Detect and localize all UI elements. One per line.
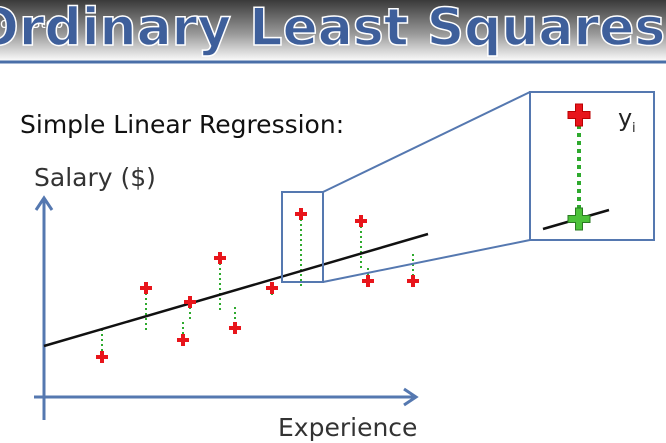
heading: Simple Linear Regression: <box>20 110 344 139</box>
header-band <box>0 0 666 62</box>
zoom-predicted <box>567 207 591 231</box>
axes <box>34 195 419 420</box>
breadcrumb: on - Step 2 <box>0 16 77 32</box>
regression-line <box>43 232 429 348</box>
data-points <box>96 208 419 363</box>
slide-title: Ordinary Least Squares <box>0 0 665 58</box>
zoom-callout <box>281 91 655 283</box>
y-axis-label: Salary ($) <box>34 163 156 192</box>
x-axis-label: Experience <box>278 413 417 442</box>
zoom-label: y <box>618 104 632 132</box>
zoom-observed <box>567 103 591 127</box>
zoom-label-subscript: i <box>632 121 636 136</box>
